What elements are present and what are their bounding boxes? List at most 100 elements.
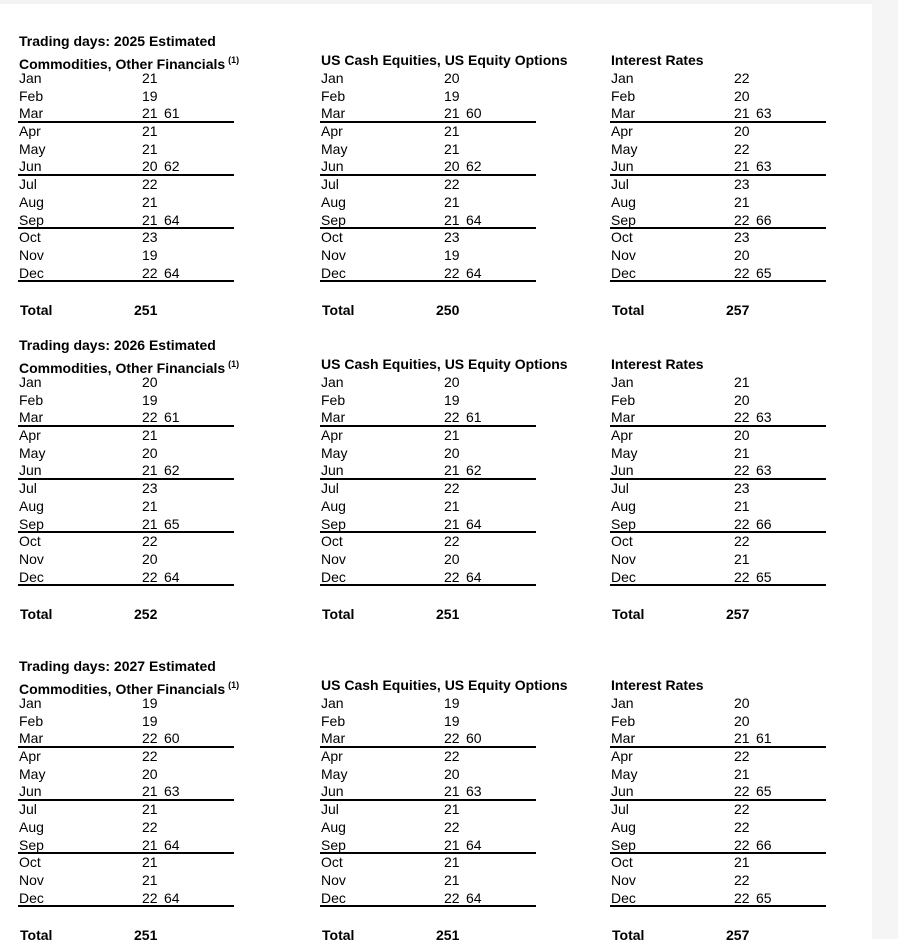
category-table: Commodities, Other Financials (1) Jan 19 Feb… (18, 676, 239, 947)
month-row: Feb 19 (18, 713, 234, 731)
days-value: 22 (734, 748, 750, 765)
month-label: Jun (611, 462, 634, 479)
month-row: Sep 21 64 (18, 837, 234, 855)
month-row: Feb 19 (320, 392, 536, 410)
days-value: 19 (142, 712, 158, 729)
days-value: 22 (734, 264, 750, 281)
total-label: Total (612, 606, 645, 622)
days-value: 21 (444, 836, 460, 853)
month-label: Apr (19, 748, 41, 765)
month-label: Jun (611, 783, 634, 800)
total-value: 251 (134, 302, 158, 318)
days-value: 22 (444, 748, 460, 765)
days-value: 20 (444, 158, 460, 175)
month-label: Apr (321, 427, 343, 444)
category-header-text: Commodities, Other Financials (19, 56, 226, 72)
total-label: Total (322, 302, 355, 318)
days-value: 21 (142, 871, 158, 888)
days-value: 20 (142, 158, 158, 175)
days-value: 19 (444, 246, 460, 263)
category-header-text: Interest Rates (611, 52, 704, 68)
month-label: Nov (611, 246, 636, 263)
month-label: Oct (611, 854, 633, 871)
month-row: Jul 23 (18, 480, 234, 498)
total-value: 252 (134, 606, 158, 622)
days-value: 21 (444, 783, 460, 800)
month-row: Jun 20 62 (320, 158, 536, 177)
month-label: Oct (611, 229, 633, 246)
category-table: Interest Rates Jan 20 Feb 20 Mar 21 61 Apr 22 May 2… (610, 676, 826, 947)
total-row: Total 251 (320, 605, 536, 623)
month-label: May (19, 765, 46, 782)
month-label: Jul (321, 480, 339, 497)
month-row: Nov 21 (610, 551, 826, 569)
month-row: May 20 (320, 445, 536, 463)
category-header: Interest Rates (610, 676, 826, 695)
days-value: 21 (142, 123, 158, 140)
days-value: 21 (444, 105, 460, 122)
month-row: Sep 21 65 (18, 516, 234, 534)
days-value: 19 (142, 87, 158, 104)
category-header-text: Interest Rates (611, 356, 704, 372)
category-header-text: Commodities, Other Financials (19, 681, 226, 697)
month-label: Jun (321, 158, 344, 175)
days-value: 21 (734, 550, 750, 567)
month-row: Aug 21 (18, 498, 234, 516)
days-value: 19 (444, 391, 460, 408)
month-row: Oct 21 (320, 854, 536, 872)
month-label: Dec (321, 264, 346, 281)
category-table: Commodities, Other Financials (1) Jan 21 Feb… (18, 51, 239, 322)
category-header: US Cash Equities, US Equity Options (320, 355, 568, 374)
month-label: Jan (321, 374, 344, 390)
days-value: 22 (142, 748, 158, 765)
total-value: 251 (436, 606, 460, 622)
category-header-text: Interest Rates (611, 677, 704, 693)
month-label: May (19, 140, 46, 157)
month-label: Jul (321, 801, 339, 818)
month-row: Feb 19 (18, 392, 234, 410)
days-value: 20 (734, 123, 750, 140)
month-label: Jul (611, 480, 629, 497)
quarter-total: 64 (466, 515, 482, 532)
month-label: Jul (611, 801, 629, 818)
category-header: Commodities, Other Financials (1) (18, 51, 239, 72)
month-label: Jun (19, 783, 42, 800)
month-label: Jul (19, 480, 37, 497)
month-label: Sep (321, 211, 346, 228)
days-value: 20 (444, 70, 460, 86)
days-value: 22 (734, 889, 750, 906)
month-label: Nov (19, 246, 44, 263)
month-row: May 21 (18, 141, 234, 159)
total-row: Total 251 (18, 926, 234, 944)
month-row: Jan 19 (320, 695, 536, 713)
days-value: 21 (142, 427, 158, 444)
category-table: Interest Rates Jan 21 Feb 20 Mar 22 63 Apr 20 May 2… (610, 355, 826, 626)
month-row: Oct 22 (610, 533, 826, 551)
month-row: May 20 (320, 766, 536, 784)
quarter-total: 66 (756, 515, 772, 532)
days-value: 21 (734, 730, 750, 747)
month-row: Feb 20 (610, 713, 826, 731)
month-row: Oct 23 (610, 229, 826, 247)
days-value: 21 (142, 70, 158, 86)
days-value: 22 (734, 140, 750, 157)
days-value: 20 (734, 246, 750, 263)
month-row: Aug 21 (18, 194, 234, 212)
month-label: Dec (611, 264, 636, 281)
month-row: Sep 21 64 (320, 212, 536, 230)
month-row: Jan 22 (610, 70, 826, 88)
month-row: Nov 19 (18, 247, 234, 265)
month-row: Mar 22 60 (320, 730, 536, 749)
month-label: May (611, 765, 638, 782)
category-table: US Cash Equities, US Equity Options Jan 20… (320, 355, 568, 626)
category-header: Interest Rates (610, 355, 826, 374)
quarter-total: 64 (466, 889, 482, 906)
category-table: Interest Rates Jan 22 Feb 20 Mar 21 63 Apr 20 May 2… (610, 51, 826, 322)
month-row: Jun 20 62 (18, 158, 234, 177)
month-row: Mar 22 61 (320, 409, 536, 428)
month-label: Jan (611, 374, 634, 390)
month-label: Jan (19, 695, 42, 711)
month-label: Feb (611, 712, 636, 729)
month-label: Jan (611, 695, 634, 711)
days-value: 20 (444, 550, 460, 567)
